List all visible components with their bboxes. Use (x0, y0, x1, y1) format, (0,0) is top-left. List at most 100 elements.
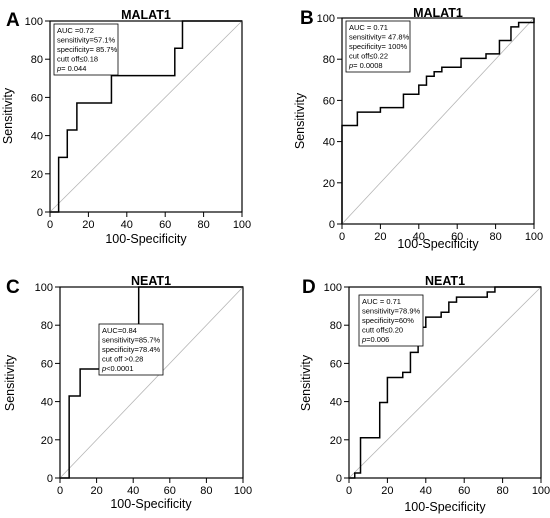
panel-d: D NEAT1 0 20 40 60 80 100 0 20 40 60 80 100 100-Specif… (299, 274, 550, 514)
stats-line-5: p=0.006 (361, 335, 389, 344)
y-tick-label: 0 (329, 219, 335, 231)
x-tick-label: 40 (420, 485, 432, 497)
stats-line-4: cut off >0.28 (102, 355, 143, 364)
diagonal-reference-line (59, 286, 244, 479)
stats-line-4: cutt off≤0.20 (362, 326, 403, 335)
y-tick-label: 80 (323, 54, 335, 66)
panel-letter: C (6, 277, 20, 298)
y-tick-label: 20 (41, 435, 53, 447)
diagonal-reference-line (49, 20, 243, 213)
stats-line-1: AUC=0.84 (102, 326, 137, 335)
plot-frame (348, 286, 542, 479)
x-axis-label: 100-Specificity (110, 497, 192, 511)
x-tick-label: 60 (159, 219, 171, 231)
x-tick-label: 80 (496, 485, 508, 497)
x-tick-label: 20 (381, 485, 393, 497)
stats-line-5: p= 0.044 (56, 64, 86, 73)
x-tick-label: 100 (234, 485, 252, 497)
y-tick-label: 40 (330, 397, 342, 409)
stats-line-3: specificity=78.4% (102, 345, 160, 354)
x-tick-label: 80 (489, 231, 501, 243)
chart-title: MALAT1 (121, 8, 171, 22)
stats-box (98, 323, 164, 376)
y-tick-label: 0 (336, 473, 342, 485)
panel-letter: B (300, 8, 314, 29)
diagonal-reference-line (341, 17, 535, 225)
y-axis-label: Sensitivity (293, 92, 307, 149)
p-value: = 0.044 (61, 64, 86, 73)
x-tick-label: 100 (532, 485, 550, 497)
stats-line-4: cut off≤0.22 (349, 52, 388, 61)
x-tick-label: 60 (458, 485, 470, 497)
chart-title: NEAT1 (131, 274, 171, 288)
x-axis-label: 100-Specificity (397, 237, 479, 251)
y-tick-label: 100 (324, 282, 342, 294)
x-axis-label: 100-Specificity (404, 500, 486, 514)
y-tick-label: 40 (323, 137, 335, 149)
y-tick-label: 100 (35, 282, 53, 294)
y-axis-label: Sensitivity (299, 354, 313, 411)
x-tick-label: 100 (233, 219, 251, 231)
plot-frame (341, 17, 535, 225)
stats-box (358, 294, 424, 347)
chart-title: NEAT1 (425, 274, 465, 288)
stats-line-1: AUC =0.72 (57, 26, 94, 35)
p-symbol: p (348, 61, 353, 70)
plot-frame (49, 20, 243, 213)
y-tick-label: 80 (41, 320, 53, 332)
y-tick-label: 60 (41, 358, 53, 370)
x-tick-label: 0 (47, 219, 53, 231)
stats-line-1: AUC = 0.71 (349, 23, 388, 32)
panel-c: C NEAT1 0 20 40 60 80 100 0 20 40 60 80 100 100-Specif… (3, 274, 252, 511)
x-tick-label: 0 (346, 485, 352, 497)
x-tick-label: 20 (82, 219, 94, 231)
x-tick-label: 20 (90, 485, 102, 497)
stats-line-3: specificity= 100% (349, 42, 407, 51)
p-value: =0.006 (366, 335, 389, 344)
p-symbol: p (101, 364, 106, 373)
stats-line-3: specificity= 85.7% (57, 45, 118, 54)
stats-line-3: specificity=60% (362, 316, 414, 325)
stats-box (345, 20, 411, 73)
y-tick-label: 40 (31, 131, 43, 143)
x-tick-label: 20 (374, 231, 386, 243)
x-tick-label: 0 (57, 485, 63, 497)
y-tick-label: 20 (31, 169, 43, 181)
stats-line-2: sensitivity=57.1% (57, 36, 115, 45)
p-value: <0.0001 (106, 364, 133, 373)
x-tick-label: 40 (413, 231, 425, 243)
panel-a: A MALAT1 0 20 40 60 80 100 0 20 40 60 80 100 100-Speci… (1, 8, 251, 246)
x-tick-label: 60 (451, 231, 463, 243)
y-tick-label: 0 (37, 207, 43, 219)
x-tick-label: 80 (197, 219, 209, 231)
y-tick-label: 20 (330, 435, 342, 447)
x-tick-label: 40 (121, 219, 133, 231)
p-symbol: p (56, 64, 61, 73)
diagonal-reference-line (348, 286, 542, 479)
stats-line-2: sensitivity=85.7% (102, 336, 160, 345)
roc-curve-line (60, 286, 243, 479)
y-tick-label: 40 (41, 397, 53, 409)
stats-line-2: sensitivity=78.9% (362, 307, 420, 316)
y-axis-label: Sensitivity (1, 87, 15, 144)
y-tick-label: 80 (330, 320, 342, 332)
y-tick-label: 100 (317, 13, 335, 25)
stats-line-5: p<0.0001 (101, 364, 134, 373)
x-tick-label: 0 (339, 231, 345, 243)
roc-curve-line (50, 20, 242, 213)
y-tick-label: 60 (31, 92, 43, 104)
y-tick-label: 60 (330, 358, 342, 370)
x-tick-label: 80 (200, 485, 212, 497)
x-tick-label: 100 (525, 231, 543, 243)
stats-box (53, 23, 119, 76)
y-tick-label: 0 (47, 473, 53, 485)
y-tick-label: 60 (323, 95, 335, 107)
panel-letter: A (6, 10, 20, 31)
stats-line-5: p= 0.0008 (348, 61, 383, 70)
x-tick-label: 40 (127, 485, 139, 497)
panel-letter: D (302, 277, 316, 298)
stats-line-2: sensitivity= 47.8% (349, 33, 410, 42)
roc-curve-line (341, 18, 535, 224)
stats-line-4: cutt off≤0.18 (57, 55, 98, 64)
p-symbol: p (361, 335, 366, 344)
